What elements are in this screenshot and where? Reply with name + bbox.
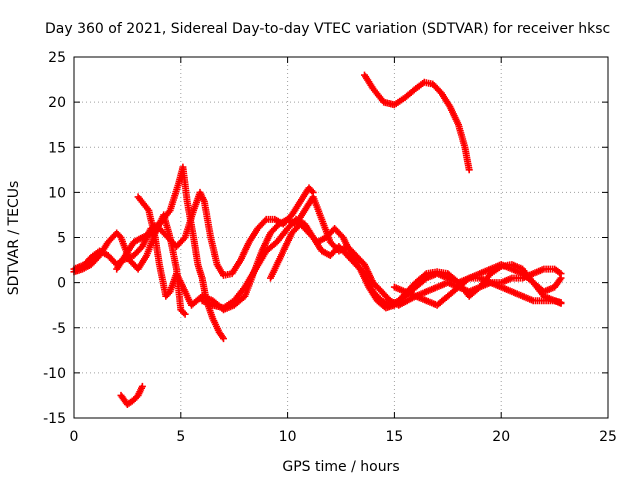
y-tick-label: 20 bbox=[48, 95, 66, 111]
data-series bbox=[361, 71, 473, 174]
y-tick-label: 0 bbox=[57, 276, 66, 292]
data-point bbox=[180, 235, 188, 243]
data-point bbox=[181, 310, 189, 318]
y-tick-label: 15 bbox=[48, 140, 66, 156]
y-tick-label: -10 bbox=[43, 366, 66, 382]
y-tick-label: 5 bbox=[57, 231, 66, 247]
y-axis-label: SDTVAR / TECUs bbox=[6, 181, 22, 296]
data-point bbox=[465, 166, 473, 174]
data-series bbox=[117, 382, 146, 408]
data-series bbox=[390, 274, 565, 309]
x-tick-label: 5 bbox=[176, 429, 185, 445]
x-tick-label: 20 bbox=[492, 429, 510, 445]
data-markers bbox=[70, 71, 565, 408]
x-tick-label: 10 bbox=[279, 429, 297, 445]
data-series bbox=[267, 220, 565, 312]
y-tick-label: -15 bbox=[43, 411, 66, 427]
data-point bbox=[556, 276, 564, 284]
data-point bbox=[557, 299, 565, 307]
data-point bbox=[308, 187, 316, 195]
data-point bbox=[220, 335, 227, 343]
data-point bbox=[116, 232, 124, 240]
x-tick-label: 25 bbox=[599, 429, 617, 445]
y-tick-label: -5 bbox=[52, 321, 66, 337]
x-axis-label: GPS time / hours bbox=[282, 459, 399, 475]
y-tick-label: 25 bbox=[48, 50, 66, 66]
plot-frame bbox=[73, 56, 609, 419]
data-point bbox=[180, 309, 188, 317]
x-tick-label: 0 bbox=[70, 429, 79, 445]
axis-ticks: 0 5 10 15 20 25 -15 -10 -5 0 5 10 15 20 25 bbox=[43, 50, 617, 445]
x-tick-label: 15 bbox=[385, 429, 403, 445]
data-point bbox=[557, 274, 565, 282]
data-point bbox=[138, 382, 146, 390]
y-tick-label: 10 bbox=[48, 185, 66, 201]
chart-title: Day 360 of 2021, Sidereal Day-to-day VTE… bbox=[45, 21, 610, 37]
